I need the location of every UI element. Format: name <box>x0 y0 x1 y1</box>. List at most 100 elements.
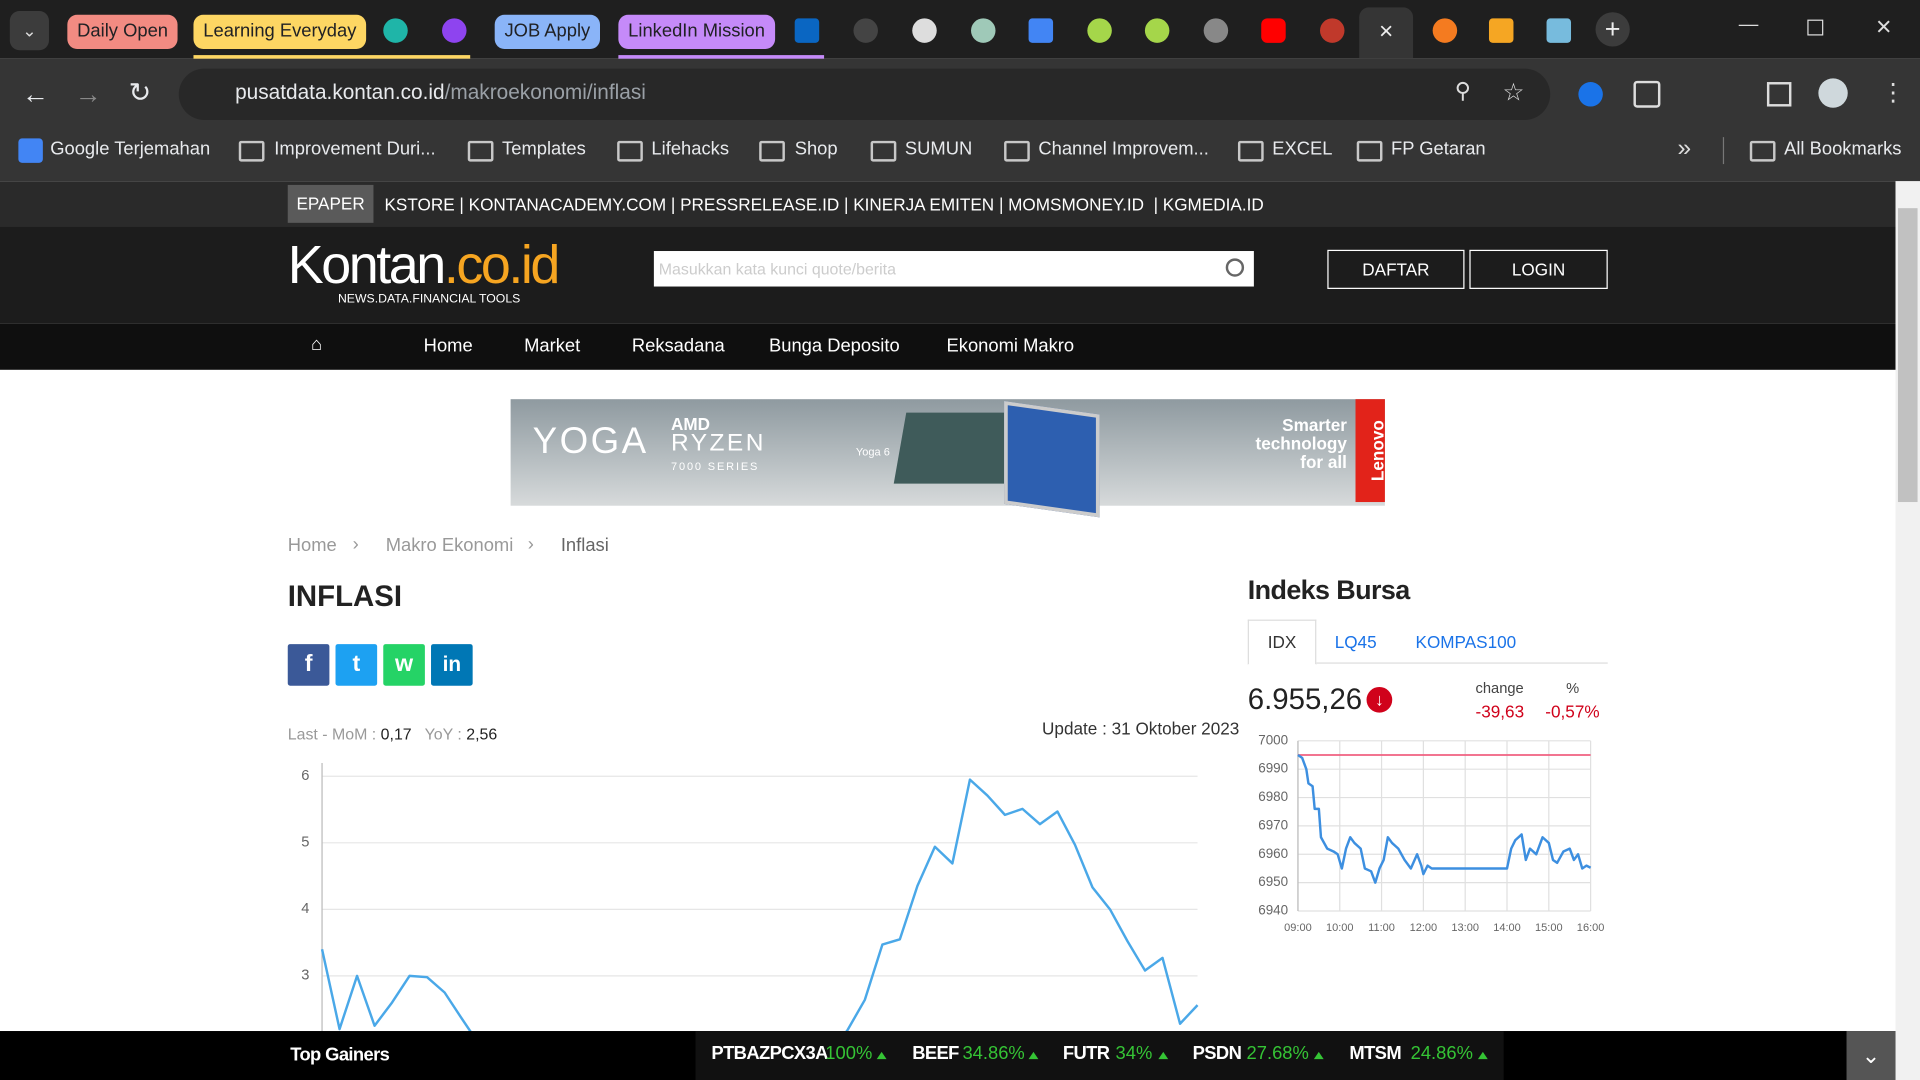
tab[interactable] <box>1144 18 1170 43</box>
zoom[interactable]: ⚲ <box>1454 78 1471 103</box>
yoy: 2,56 <box>466 724 498 744</box>
x-tick-label: 16:00 <box>1577 922 1605 934</box>
bookmark[interactable]: Improvement Duri... <box>274 138 436 160</box>
search-icon[interactable] <box>1225 258 1245 277</box>
tab[interactable] <box>1261 18 1286 43</box>
share-whatsapp[interactable]: w <box>383 644 425 686</box>
x-tick-label: 10:00 <box>1326 922 1354 934</box>
tab-group[interactable]: Learning Everyday <box>193 14 367 49</box>
top-links[interactable]: KSTORE | KONTANACADEMY.COM | PRESSRELEAS… <box>384 194 1264 215</box>
index-tab[interactable]: KOMPAS100 <box>1415 631 1517 652</box>
side-panel[interactable] <box>1766 82 1792 107</box>
index-tab[interactable]: IDX <box>1247 619 1317 665</box>
close[interactable]: × <box>1875 11 1892 42</box>
ad-model: Yoga 6 <box>855 445 890 458</box>
ticker-change: 34.86% <box>962 1043 1025 1065</box>
site-nav <box>0 323 1896 370</box>
nav-item[interactable]: Ekonomi Makro <box>946 335 1075 357</box>
nav-item[interactable]: Bunga Deposito <box>768 335 900 357</box>
forward[interactable]: → <box>74 78 102 109</box>
bookmark[interactable]: Google Terjemahan <box>50 138 211 160</box>
bookmark[interactable]: EXCEL <box>1272 138 1333 160</box>
folder-icon <box>617 140 643 162</box>
menu[interactable]: ⋮ <box>1880 79 1906 107</box>
folder-icon <box>1749 140 1776 162</box>
tab-group[interactable]: LinkedIn Mission <box>618 14 775 49</box>
tab[interactable] <box>1546 18 1572 43</box>
index-tab[interactable]: LQ45 <box>1334 631 1377 652</box>
tab[interactable] <box>1203 18 1229 43</box>
ad-brand: YOGA <box>532 421 649 462</box>
ticker-track <box>695 1031 1504 1080</box>
share-linkedin[interactable]: in <box>431 644 473 686</box>
extension[interactable] <box>1578 82 1603 107</box>
breadcrumb-item[interactable]: Makro Ekonomi <box>385 535 514 556</box>
scroll-thumb[interactable] <box>1897 208 1918 503</box>
ticker-toggle[interactable]: ⌄ <box>1846 1031 1896 1080</box>
bookmark-star[interactable]: ☆ <box>1502 79 1525 107</box>
tab[interactable] <box>383 18 408 43</box>
tab[interactable] <box>1320 18 1345 43</box>
tab[interactable] <box>1087 18 1112 43</box>
bookmark[interactable]: Channel Improvem... <box>1038 138 1209 160</box>
ad-maker-box <box>1355 399 1385 503</box>
tab-group[interactable]: Daily Open <box>67 14 178 49</box>
bookmark[interactable]: Shop <box>794 138 838 160</box>
ticker-code[interactable]: PSDN <box>1192 1043 1242 1065</box>
tab[interactable] <box>794 18 820 43</box>
ticker-code[interactable]: MTSM <box>1349 1043 1402 1065</box>
share-facebook[interactable]: f <box>287 644 330 686</box>
x-tick-label: 12:00 <box>1410 922 1438 934</box>
bookmark[interactable]: Templates <box>502 138 586 160</box>
tab-search[interactable]: ⌄ <box>9 11 49 51</box>
data-line <box>1297 753 1592 884</box>
tab[interactable] <box>1028 18 1054 43</box>
ticker-change: 24.86% <box>1410 1043 1473 1065</box>
profile[interactable] <box>1818 78 1848 108</box>
tab[interactable] <box>1488 18 1514 43</box>
minimize[interactable]: — <box>1738 14 1759 36</box>
share-twitter[interactable]: t <box>335 644 378 686</box>
register-button[interactable]: DAFTAR <box>1327 249 1465 289</box>
nav-item[interactable]: Home <box>423 335 473 357</box>
omnibox[interactable] <box>178 68 1551 121</box>
group-underline <box>193 55 471 59</box>
bookmark[interactable]: Lifehacks <box>651 138 730 160</box>
ticker-code[interactable]: PTBAZPCX3A <box>711 1043 828 1065</box>
ticker-code[interactable]: BEEF <box>912 1043 959 1065</box>
y-tick-label: 4 <box>301 901 309 917</box>
new-tab[interactable]: + <box>1595 12 1630 47</box>
tab[interactable] <box>912 18 937 43</box>
more-bookmarks[interactable]: » <box>1677 134 1692 162</box>
folder-icon <box>1004 140 1030 162</box>
url[interactable]: pusatdata.kontan.co.id/makroekonomi/infl… <box>235 81 646 105</box>
reload[interactable]: ↻ <box>128 77 152 108</box>
login-button[interactable]: LOGIN <box>1469 249 1608 289</box>
tab-group[interactable]: JOB Apply <box>494 14 601 49</box>
url-host: pusatdata.kontan.co.id <box>235 80 445 105</box>
bookmark[interactable]: SUMUN <box>904 138 973 160</box>
search-box[interactable] <box>653 251 1254 287</box>
x-tick-label: 15:00 <box>1535 922 1563 934</box>
restore[interactable] <box>1807 19 1824 36</box>
bookmark[interactable]: All Bookmarks <box>1784 138 1902 160</box>
active-tab[interactable]: × <box>1359 7 1414 59</box>
tab[interactable] <box>971 18 996 43</box>
back[interactable]: ← <box>22 78 49 109</box>
logo[interactable]: Kontan.co.id <box>288 235 561 296</box>
up-arrow <box>1158 1051 1169 1060</box>
tab[interactable] <box>1432 18 1458 43</box>
epaper[interactable]: EPAPER <box>287 184 374 223</box>
bookmark[interactable]: FP Getaran <box>1391 138 1486 160</box>
tab[interactable] <box>442 18 467 43</box>
index-chart: 09:00 10:00 11:00 12:00 13:00 14:00 15:00 16:00… <box>1258 732 1605 934</box>
ticker-change: 34% <box>1115 1043 1153 1065</box>
extensions[interactable] <box>1633 80 1661 108</box>
nav-item[interactable]: Reksadana <box>631 335 725 357</box>
tab[interactable] <box>853 18 878 43</box>
breadcrumb-item[interactable]: Home <box>287 535 337 556</box>
nav-item[interactable]: Market <box>524 335 581 357</box>
ticker-code[interactable]: FUTR <box>1062 1043 1110 1065</box>
home-icon[interactable]: ⌂ <box>311 334 323 356</box>
